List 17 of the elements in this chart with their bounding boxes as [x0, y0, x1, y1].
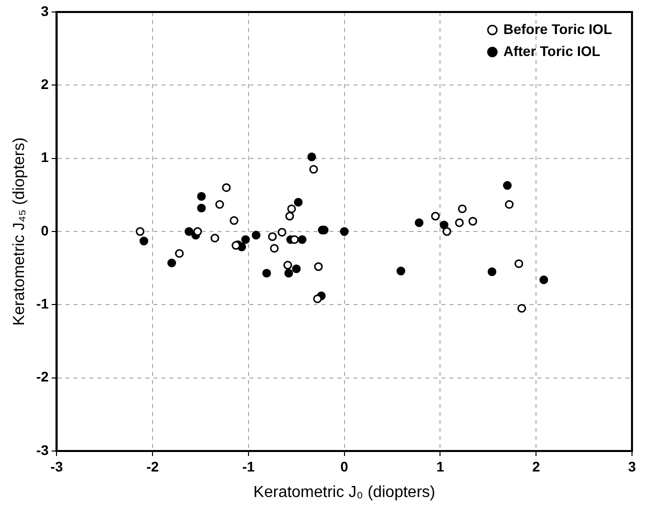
legend-label: After Toric IOL [503, 42, 601, 59]
y-tick-label: 1 [40, 149, 49, 166]
x-tick-label: 0 [340, 458, 348, 474]
y-tick-label: 2 [40, 76, 49, 92]
x-tick-label: -2 [146, 458, 159, 474]
legend-label: Before Toric IOL [503, 20, 612, 37]
x-axis-title: Keratometric J₀ (diopters) [253, 484, 436, 501]
x-tick-label: 1 [436, 458, 444, 474]
x-tick-label: -1 [242, 458, 255, 474]
y-tick-label: 0 [40, 222, 49, 238]
y-tick-label: -3 [36, 442, 49, 458]
y-tick-label: 3 [40, 2, 49, 19]
x-tick-label: 3 [628, 458, 636, 474]
y-tick-label: -1 [36, 296, 49, 312]
x-tick-label: 2 [532, 458, 540, 474]
y-tick-label: -2 [36, 368, 49, 385]
y-axis-title: Keratometric J₄₅ (diopters) [11, 137, 28, 326]
